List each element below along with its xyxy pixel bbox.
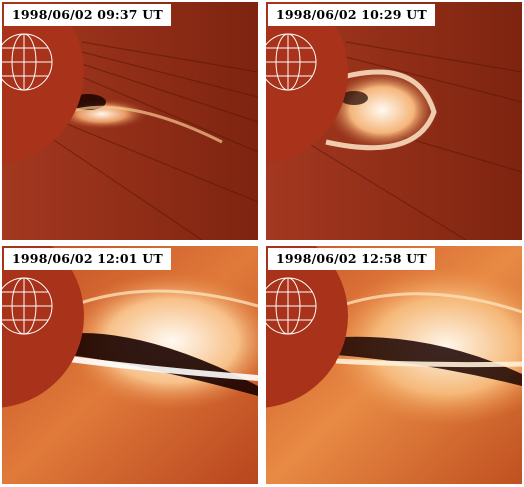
timestamp-label: 1998/06/02 09:37 UT bbox=[4, 4, 171, 26]
solar-grid bbox=[2, 33, 53, 91]
panel-1201: 1998/06/02 12:01 UT bbox=[2, 246, 258, 484]
bright-loop bbox=[325, 69, 437, 151]
upper-loop bbox=[345, 292, 522, 314]
upper-loop bbox=[71, 289, 258, 308]
coronagraph-image bbox=[266, 246, 522, 484]
solar-grid bbox=[266, 277, 317, 335]
panel-1029: 1998/06/02 10:29 UT bbox=[266, 2, 522, 240]
coronagraph-image bbox=[266, 2, 522, 240]
dark-cavity bbox=[62, 333, 258, 396]
dark-cavity bbox=[326, 336, 522, 386]
bright-loop bbox=[61, 105, 223, 144]
panel-1258: 1998/06/02 12:58 UT bbox=[266, 246, 522, 484]
timestamp-label: 1998/06/02 12:01 UT bbox=[4, 248, 171, 270]
timestamp-label: 1998/06/02 12:58 UT bbox=[268, 248, 435, 270]
panel-0937: 1998/06/02 09:37 UT bbox=[2, 2, 258, 240]
coronagraph-image bbox=[2, 2, 258, 240]
solar-grid bbox=[2, 277, 53, 335]
coronal-streamers bbox=[41, 41, 258, 240]
timestamp-label: 1998/06/02 10:29 UT bbox=[268, 4, 435, 26]
coronagraph-image bbox=[2, 246, 258, 484]
bright-loop bbox=[335, 358, 522, 368]
bright-loop bbox=[61, 355, 258, 381]
solar-grid bbox=[266, 33, 317, 91]
dark-cavity bbox=[340, 91, 368, 105]
cme-front bbox=[324, 68, 440, 152]
